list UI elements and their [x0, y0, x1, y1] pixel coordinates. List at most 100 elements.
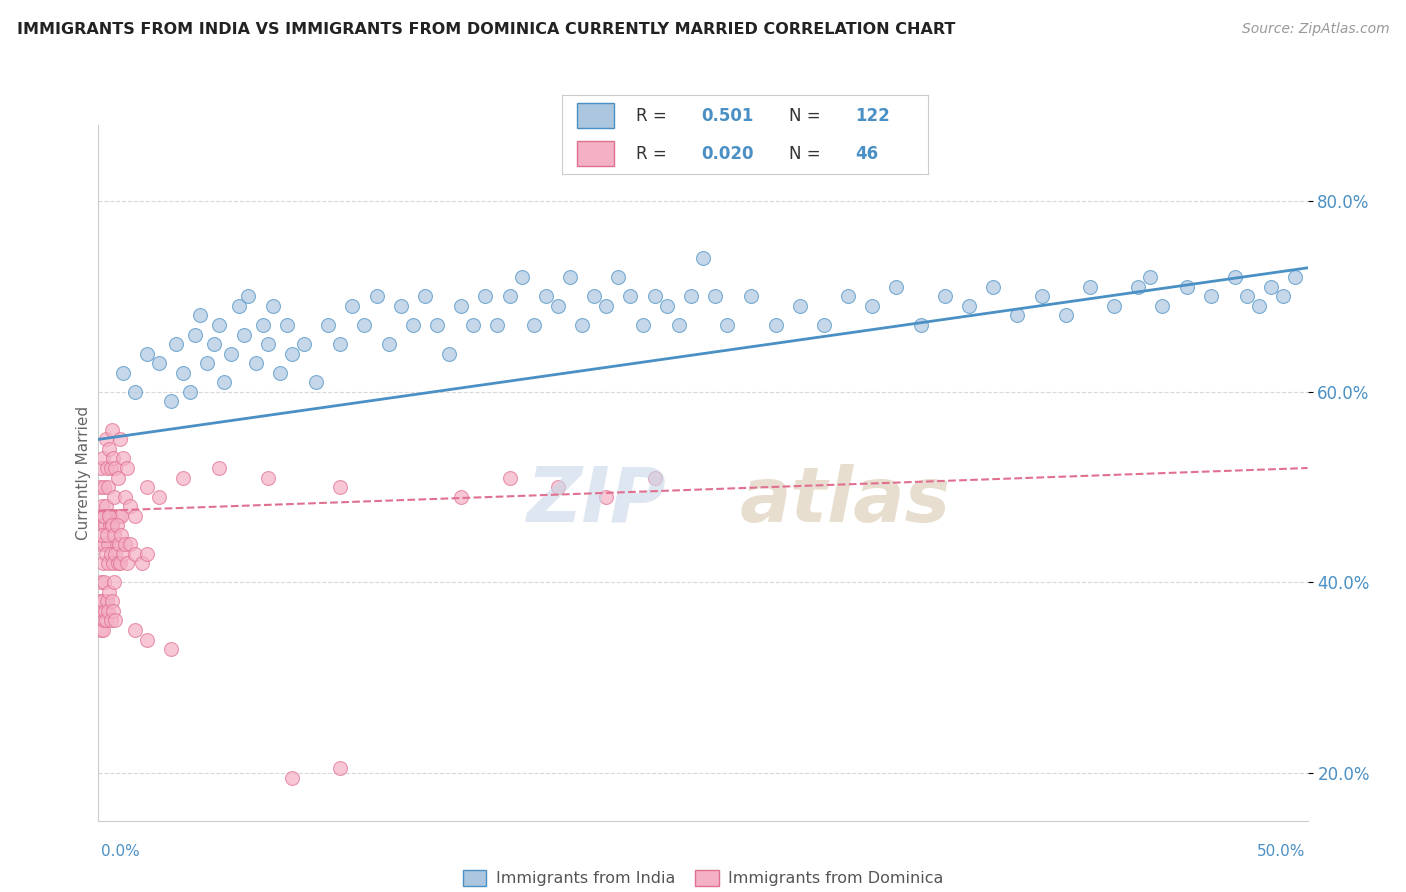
- Point: [595, 299, 617, 313]
- Point: [135, 346, 157, 360]
- Point: [402, 318, 425, 332]
- Point: [105, 518, 128, 533]
- Point: [91, 451, 114, 466]
- Point: [108, 537, 131, 551]
- Point: [114, 490, 136, 504]
- Point: [100, 508, 122, 523]
- Point: [90, 575, 112, 590]
- Text: 46: 46: [855, 145, 877, 162]
- Point: [316, 318, 339, 332]
- Point: [90, 461, 112, 475]
- Point: [860, 299, 883, 313]
- Point: [238, 289, 260, 303]
- Point: [619, 289, 641, 303]
- Point: [118, 499, 141, 513]
- Point: [1272, 289, 1295, 303]
- Point: [91, 594, 114, 608]
- Point: [450, 490, 472, 504]
- Point: [437, 346, 460, 360]
- Point: [165, 337, 187, 351]
- Point: [111, 451, 134, 466]
- Point: [108, 433, 131, 447]
- Point: [108, 557, 131, 571]
- Point: [353, 318, 375, 332]
- Point: [96, 461, 118, 475]
- Point: [104, 547, 127, 561]
- Point: [276, 318, 298, 332]
- Point: [104, 461, 127, 475]
- Point: [232, 327, 254, 342]
- Point: [534, 289, 557, 303]
- Point: [644, 470, 666, 484]
- Y-axis label: Currently Married: Currently Married: [76, 406, 91, 540]
- Point: [547, 480, 569, 494]
- Point: [160, 394, 183, 409]
- Point: [135, 480, 157, 494]
- Point: [111, 547, 134, 561]
- Point: [668, 318, 690, 332]
- Point: [89, 508, 111, 523]
- Point: [124, 384, 146, 399]
- Point: [1284, 270, 1306, 285]
- Text: 0.020: 0.020: [702, 145, 754, 162]
- Point: [97, 604, 120, 618]
- Point: [1007, 309, 1029, 323]
- Point: [103, 490, 125, 504]
- Point: [94, 518, 117, 533]
- Point: [90, 537, 112, 551]
- Point: [131, 557, 153, 571]
- Point: [93, 614, 115, 628]
- Point: [101, 518, 124, 533]
- Bar: [576, 103, 613, 128]
- Point: [837, 289, 859, 303]
- Point: [108, 508, 131, 523]
- Point: [389, 299, 412, 313]
- Point: [1128, 280, 1150, 294]
- Text: R =: R =: [636, 107, 666, 125]
- Point: [1175, 280, 1198, 294]
- Point: [292, 337, 315, 351]
- Point: [281, 346, 304, 360]
- Point: [89, 480, 111, 494]
- Point: [148, 356, 170, 370]
- Point: [704, 289, 727, 303]
- Point: [148, 490, 170, 504]
- Point: [1152, 299, 1174, 313]
- Point: [101, 604, 124, 618]
- Point: [188, 309, 211, 323]
- Point: [1078, 280, 1101, 294]
- Point: [98, 585, 121, 599]
- Point: [377, 337, 399, 351]
- Point: [886, 280, 908, 294]
- Point: [124, 508, 146, 523]
- Point: [111, 366, 134, 380]
- Point: [100, 423, 122, 437]
- Point: [607, 270, 630, 285]
- Point: [655, 299, 678, 313]
- Point: [107, 557, 129, 571]
- Point: [94, 433, 117, 447]
- Point: [104, 614, 127, 628]
- Point: [93, 537, 115, 551]
- Point: [91, 499, 114, 513]
- Point: [1102, 299, 1125, 313]
- Point: [91, 518, 114, 533]
- Text: Source: ZipAtlas.com: Source: ZipAtlas.com: [1241, 22, 1389, 37]
- Point: [96, 527, 118, 541]
- Point: [184, 327, 207, 342]
- Point: [91, 623, 114, 637]
- Point: [789, 299, 811, 313]
- Point: [172, 366, 194, 380]
- Point: [228, 299, 250, 313]
- Point: [110, 527, 132, 541]
- Point: [934, 289, 956, 303]
- Point: [474, 289, 496, 303]
- Legend: Immigrants from India, Immigrants from Dominica: Immigrants from India, Immigrants from D…: [456, 863, 950, 892]
- Point: [1223, 270, 1246, 285]
- Point: [498, 289, 520, 303]
- Point: [135, 547, 157, 561]
- Point: [91, 557, 114, 571]
- Point: [765, 318, 787, 332]
- Point: [644, 289, 666, 303]
- Text: 0.501: 0.501: [702, 107, 754, 125]
